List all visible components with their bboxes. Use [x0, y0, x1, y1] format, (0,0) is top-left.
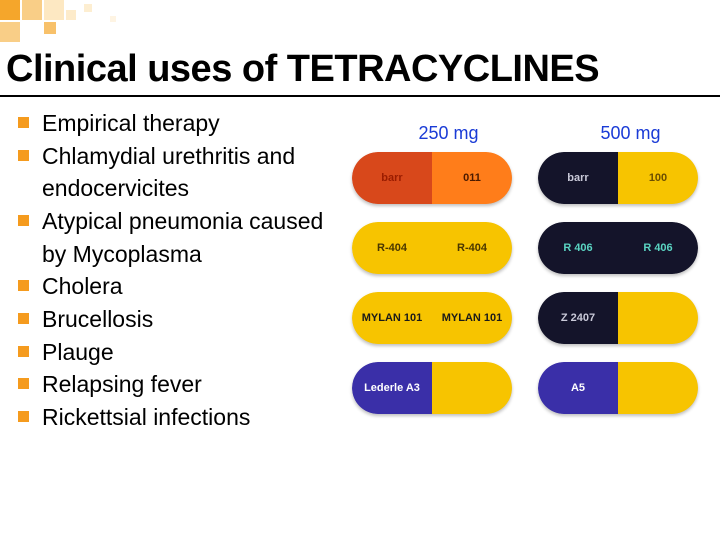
pill-row: R-404R-404 R 406R 406	[348, 222, 720, 274]
bullet-list: Empirical therapyChlamydial urethritis a…	[18, 107, 348, 434]
capsule: Z 2407	[538, 292, 698, 344]
content-area: Empirical therapyChlamydial urethritis a…	[0, 97, 720, 434]
pill-row: MYLAN 101MYLAN 101 Z 2407	[348, 292, 720, 344]
pill-row: Lederle A3 A5	[348, 362, 720, 414]
dose-label-500: 500 mg	[541, 123, 720, 144]
pill-row: barr011 barr100	[348, 152, 720, 204]
bullet-item: Plauge	[18, 336, 348, 369]
capsule: barr011	[352, 152, 512, 204]
dose-labels: 250 mg 500 mg	[348, 123, 720, 144]
capsule: A5	[538, 362, 698, 414]
capsule: MYLAN 101MYLAN 101	[352, 292, 512, 344]
capsule: Lederle A3	[352, 362, 512, 414]
dose-label-250: 250 mg	[356, 123, 541, 144]
bullet-item: Chlamydial urethritis and endocervicites	[18, 140, 348, 205]
pill-image-area: 250 mg 500 mg barr011 barr100 R-404R-404 R …	[348, 107, 720, 434]
capsule: R-404R-404	[352, 222, 512, 274]
bullet-item: Rickettsial infections	[18, 401, 348, 434]
bullet-item: Empirical therapy	[18, 107, 348, 140]
corner-squares-decoration	[0, 0, 170, 60]
bullet-item: Brucellosis	[18, 303, 348, 336]
bullet-item: Atypical pneumonia caused by Mycoplasma	[18, 205, 348, 270]
pill-grid: barr011 barr100 R-404R-404 R 406R 406 MYLAN …	[348, 152, 720, 414]
capsule: R 406R 406	[538, 222, 698, 274]
bullet-item: Cholera	[18, 270, 348, 303]
bullet-item: Relapsing fever	[18, 368, 348, 401]
capsule: barr100	[538, 152, 698, 204]
